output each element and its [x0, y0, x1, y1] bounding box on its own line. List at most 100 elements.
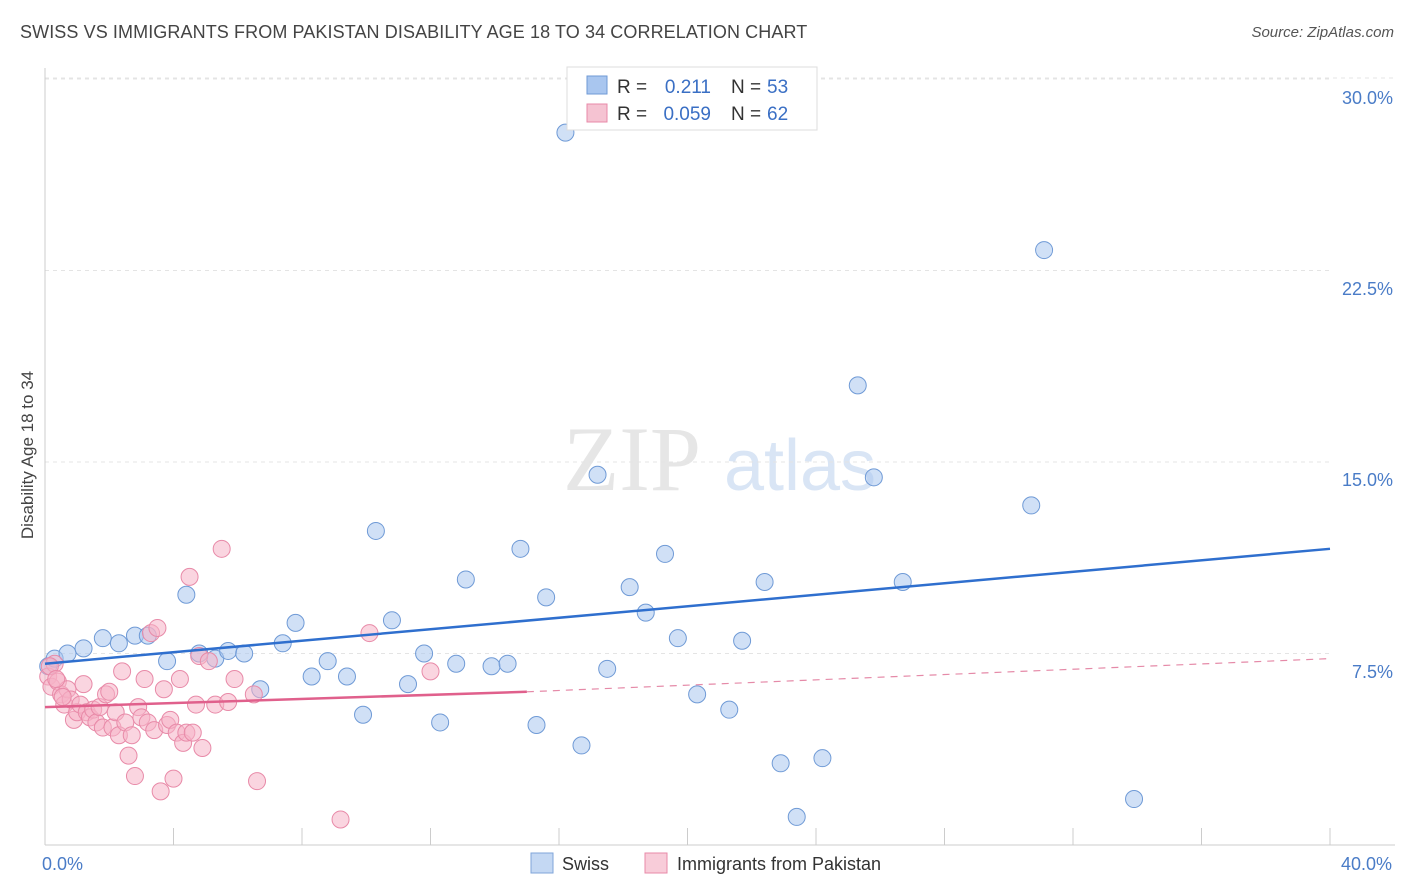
y-tick-label-7-5: 7.5% — [1352, 662, 1393, 682]
swiss-point-21 — [366, 521, 385, 540]
legend-swatch-swiss — [586, 75, 608, 95]
pakistan-point-39 — [164, 769, 183, 788]
swiss-point-18 — [318, 652, 337, 671]
stats-legend-box — [566, 66, 818, 131]
legend-n-value-swiss: 53 — [767, 77, 788, 98]
watermark-atlas: atlas — [724, 426, 876, 506]
swiss-point-26 — [447, 654, 466, 673]
swiss-point-49 — [864, 468, 883, 487]
pakistan-point-23 — [113, 662, 132, 681]
pakistan-point-30 — [135, 670, 154, 689]
pakistan-point-25 — [119, 746, 138, 765]
legend-r-value-pakistan: 0.059 — [663, 104, 711, 125]
x-tick-label-max: 40.0% — [1341, 854, 1392, 874]
legend-swatch-pakistan — [586, 103, 608, 123]
swiss-point-45 — [771, 754, 790, 773]
swiss-point-16 — [286, 613, 305, 632]
y-tick-label-30: 30.0% — [1342, 88, 1393, 108]
swiss-point-42 — [720, 700, 739, 719]
bottom-legend-label-pakistan: Immigrants from Pakistan — [677, 854, 881, 874]
legend-r-label-swiss: R = — [617, 77, 647, 98]
pakistan-point-60 — [47, 670, 66, 689]
axes — [44, 68, 1395, 846]
swiss-point-35 — [588, 465, 607, 484]
swiss-point-9 — [177, 585, 196, 604]
swiss-point-43 — [733, 631, 752, 650]
y-tick-label-15: 15.0% — [1342, 470, 1393, 490]
swiss-point-20 — [354, 705, 373, 724]
swiss-point-36 — [598, 659, 617, 678]
y-axis-label: Disability Age 18 to 34 — [18, 371, 37, 539]
legend-r-label-pakistan: R = — [617, 104, 647, 125]
swiss-point-29 — [498, 654, 517, 673]
pakistan-point-41 — [170, 670, 189, 689]
source-label: Source: ZipAtlas.com — [1251, 24, 1394, 41]
chart-title: SWISS VS IMMIGRANTS FROM PAKISTAN DISABI… — [20, 22, 808, 42]
pakistan-point-34 — [148, 618, 167, 637]
pakistan-point-44 — [180, 567, 199, 586]
legend-n-value-pakistan: 62 — [767, 104, 788, 125]
pakistan-point-49 — [199, 652, 218, 671]
swiss-point-46 — [787, 807, 806, 826]
x-tick-label-min: 0.0% — [42, 854, 83, 874]
swiss-point-30 — [511, 539, 530, 558]
swiss-point-27 — [456, 570, 475, 589]
legend-r-value-swiss: 0.211 — [665, 77, 711, 98]
pakistan-point-61 — [53, 687, 72, 706]
legend-n-label-pakistan: N = — [731, 104, 761, 125]
swiss-point-8 — [158, 652, 177, 671]
bottom-legend-swatch-pakistan — [644, 852, 668, 874]
swiss-point-41 — [688, 685, 707, 704]
pakistan-point-55 — [248, 772, 267, 791]
swiss-point-22 — [382, 611, 401, 630]
series-pakistan-points — [39, 539, 440, 829]
swiss-point-40 — [668, 629, 687, 648]
swiss-point-3 — [74, 639, 93, 658]
swiss-point-34 — [572, 736, 591, 755]
swiss-point-5 — [109, 634, 128, 653]
swiss-point-23 — [399, 675, 418, 694]
pakistan-point-53 — [225, 670, 244, 689]
pakistan-point-11 — [74, 675, 93, 694]
watermark-zip: ZIP — [563, 408, 701, 510]
swiss-point-28 — [482, 657, 501, 676]
pakistan-point-58 — [421, 662, 440, 681]
series-legend: Swiss Immigrants from Pakistan — [530, 852, 881, 874]
stats-legend: R = 0.211 N = 53 R = 0.059 N = 62 — [566, 66, 818, 131]
swiss-point-51 — [1022, 496, 1041, 515]
swiss-point-24 — [415, 644, 434, 663]
swiss-point-32 — [537, 588, 556, 607]
swiss-point-4 — [93, 629, 112, 648]
pakistan-point-54 — [244, 685, 263, 704]
y-tick-label-22-5: 22.5% — [1342, 279, 1393, 299]
bottom-legend-label-swiss: Swiss — [562, 854, 609, 874]
pakistan-point-27 — [125, 767, 144, 786]
pakistan-point-48 — [193, 738, 212, 757]
pakistan-point-36 — [154, 680, 173, 699]
trend-lines — [44, 547, 1331, 709]
pakistan-point-56 — [331, 810, 350, 829]
swiss-point-47 — [813, 749, 832, 768]
pakistan-point-35 — [151, 782, 170, 801]
swiss-point-12 — [219, 641, 238, 660]
swiss-point-31 — [527, 715, 546, 734]
swiss-point-44 — [755, 573, 774, 592]
bottom-legend-swatch-swiss — [530, 852, 554, 874]
pakistan-point-26 — [122, 726, 141, 745]
trend-line-pakistan — [44, 690, 527, 709]
trend-line-pakistan-extrapolated — [526, 658, 1331, 693]
swiss-point-25 — [431, 713, 450, 732]
series-swiss-points — [39, 123, 1144, 826]
swiss-point-52 — [1035, 241, 1054, 260]
pakistan-point-45 — [183, 723, 202, 742]
swiss-point-48 — [848, 376, 867, 395]
pakistan-point-19 — [100, 682, 119, 701]
swiss-point-17 — [302, 667, 321, 686]
pakistan-point-51 — [212, 539, 231, 558]
swiss-point-39 — [656, 544, 675, 563]
swiss-point-53 — [1125, 790, 1144, 809]
gridlines — [45, 77, 1395, 654]
swiss-point-19 — [337, 667, 356, 686]
trend-line-swiss — [44, 547, 1331, 665]
